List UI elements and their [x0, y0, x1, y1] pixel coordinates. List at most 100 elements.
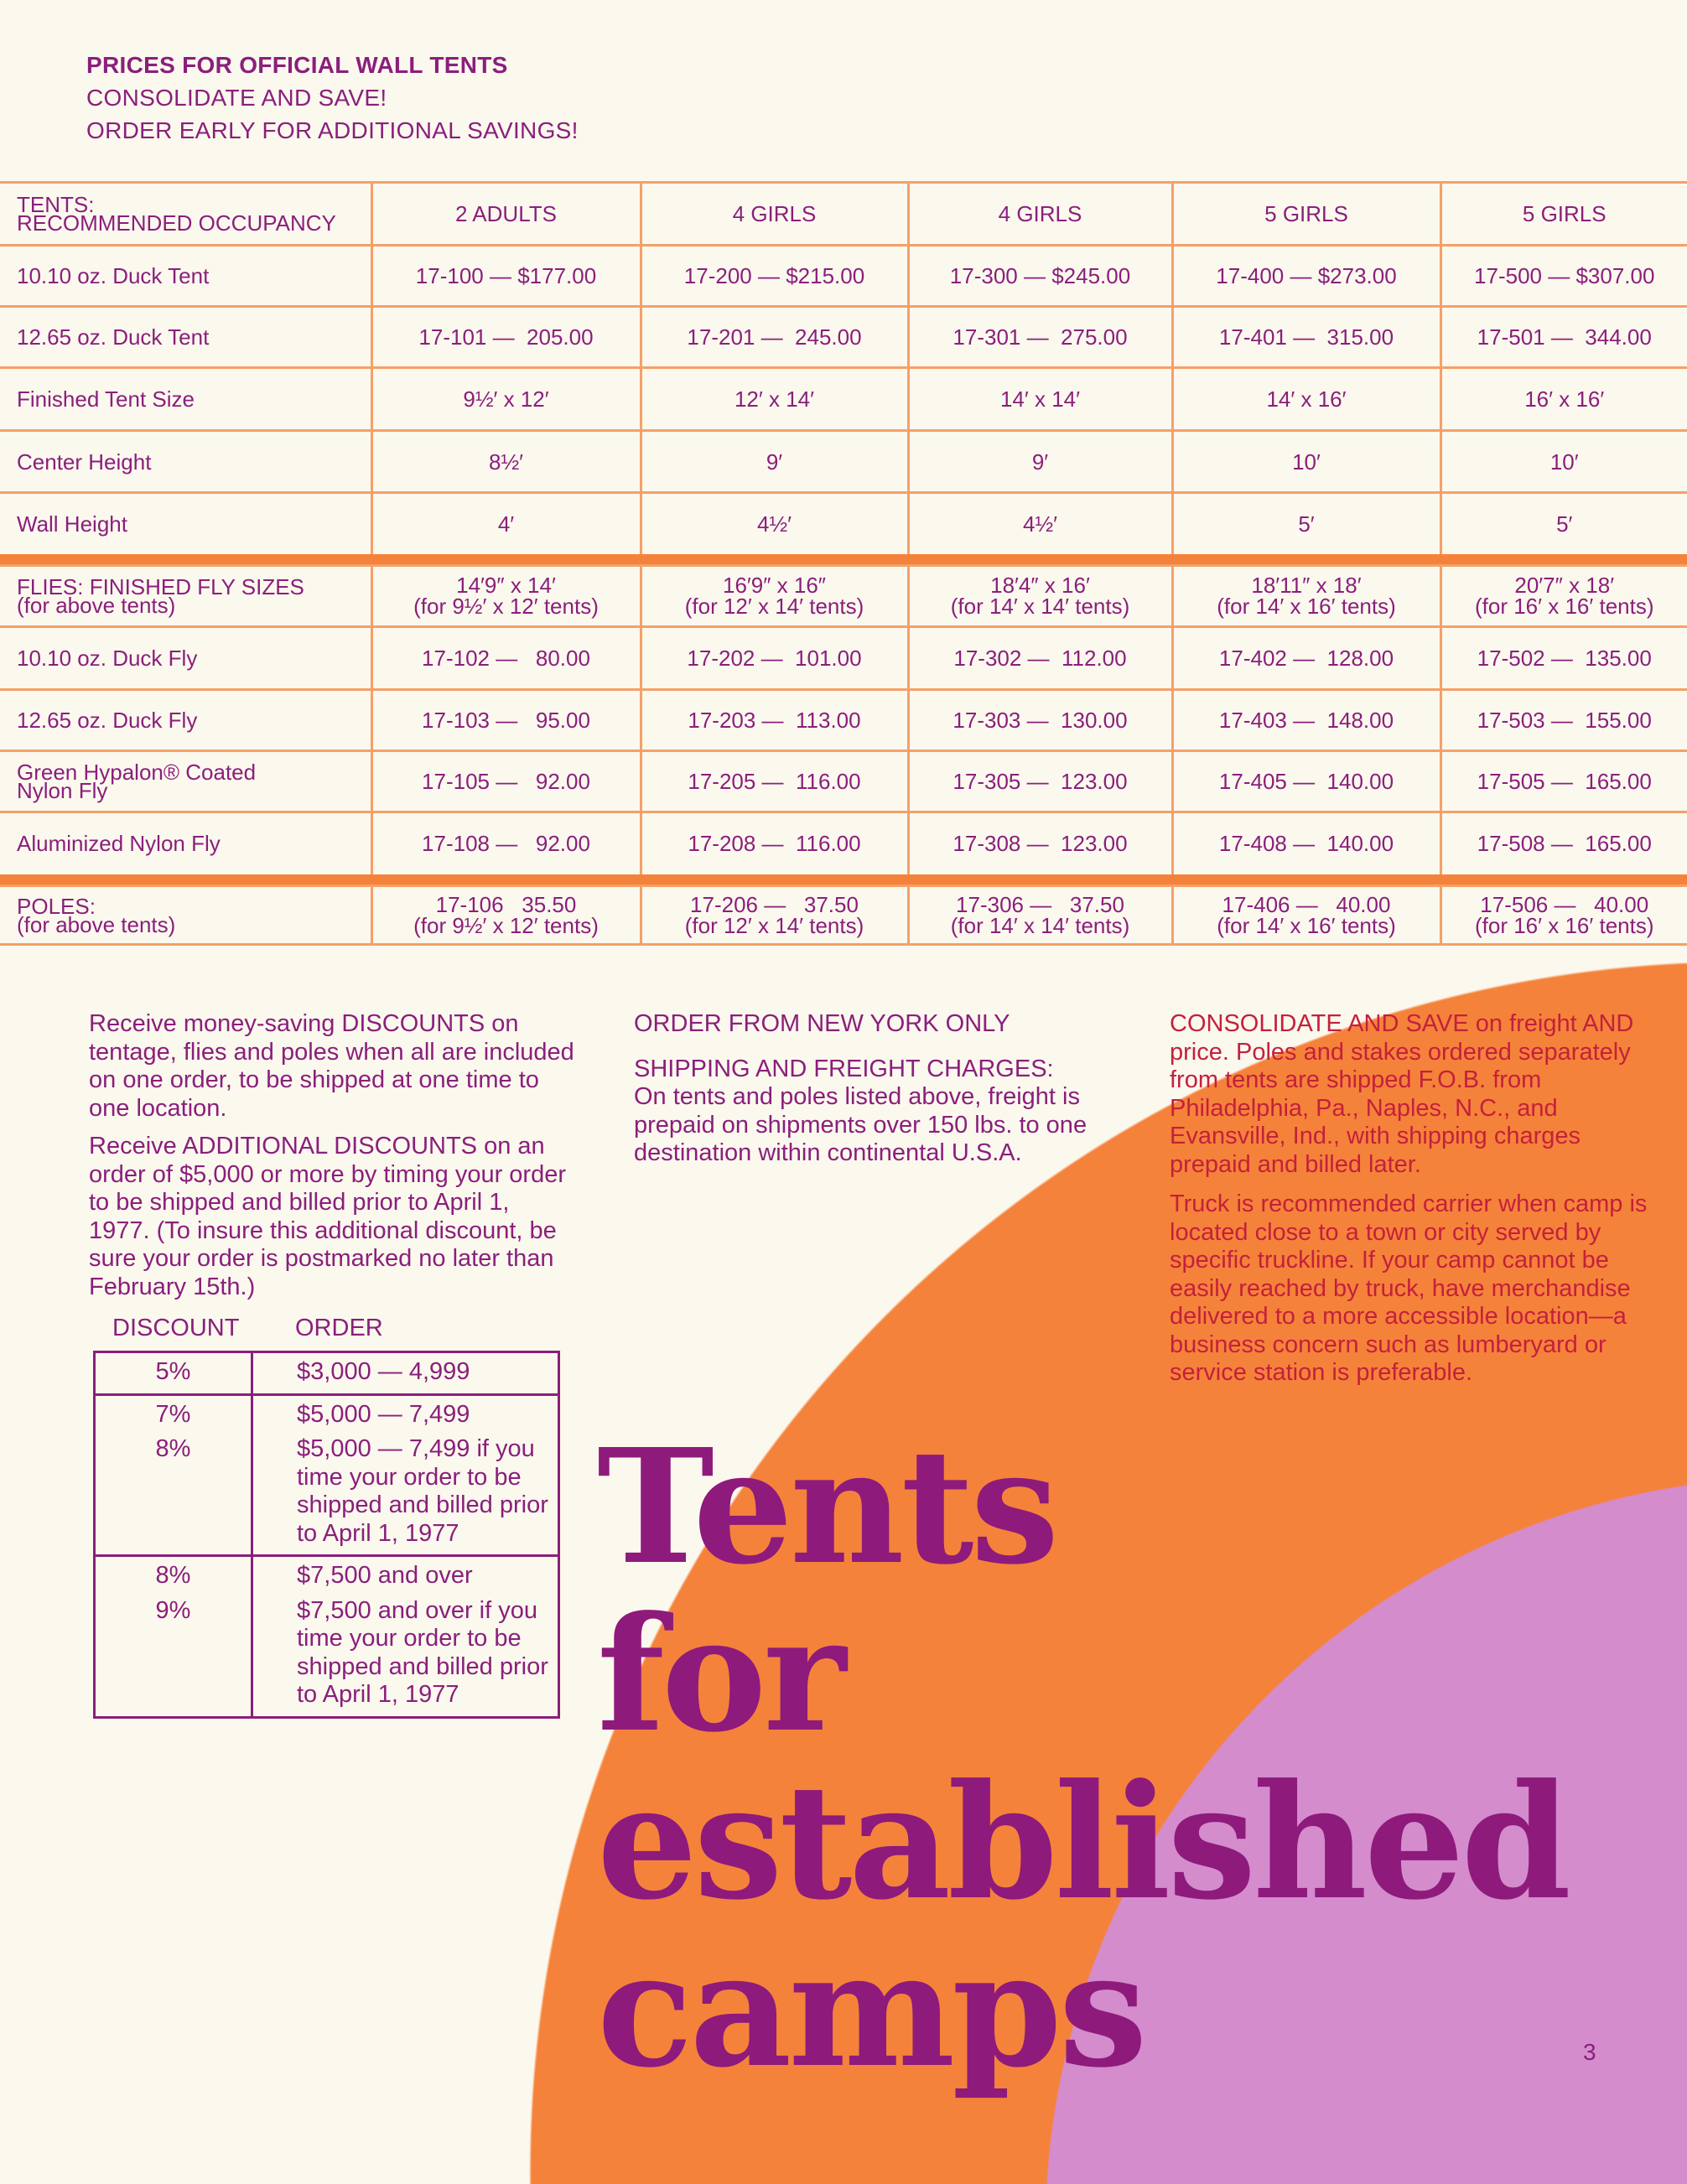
table-cell: 17-505 — 165.00 [1439, 749, 1687, 812]
cell-text: 17-305 — 123.00 [953, 768, 1128, 794]
table-row: Center Height 8½′ 9′ 9′ 10′ 10′ [0, 429, 1687, 493]
row-label: Center Height [0, 429, 371, 493]
cell-text: (for 12′ x 14′ tents) [684, 593, 864, 619]
order-from-ny: ORDER FROM NEW YORK ONLY [634, 1010, 1010, 1037]
price-table: TENTS: RECOMMENDED OCCUPANCY 2 ADULTS 4 GIR… [0, 181, 1687, 946]
cell-text: 17-205 — 116.00 [688, 768, 861, 794]
order-range: $3,000 — 4,999 [297, 1358, 470, 1385]
cell-text: POLES: [17, 893, 96, 919]
cell-text: 17-500 — $307.00 [1474, 263, 1655, 288]
row-label: Wall Height [0, 491, 371, 554]
cell-text: (for above tents) [17, 911, 176, 937]
cell-text: 10.10 oz. Duck Tent [17, 263, 210, 288]
cell-text: Wall Height [17, 511, 127, 537]
table-cell: 17-108 — 92.00 [370, 810, 641, 874]
row-label: 10.10 oz. Duck Fly [0, 625, 371, 689]
cell-text: 17-301 — 275.00 [953, 324, 1128, 350]
cell-text: 17-505 — 165.00 [1477, 768, 1652, 794]
headline-line-4: camps [597, 1917, 1148, 2103]
table-cell: 17-408 — 140.00 [1171, 810, 1440, 874]
cell-text: 17-303 — 130.00 [953, 707, 1128, 733]
cell-text: (for 14′ x 14′ tents) [950, 593, 1130, 619]
cell-text: 17-302 — 112.00 [953, 645, 1127, 671]
cell-text: 18′4″ x 16′ [990, 572, 1090, 598]
row-label: 10.10 oz. Duck Tent [0, 244, 371, 307]
shipping-paragraph: On tents and poles listed above, freight… [634, 1083, 1087, 1166]
cell-text: 2 ADULTS [455, 201, 557, 226]
page-number: 3 [1583, 2039, 1596, 2065]
cell-text: 17-402 — 128.00 [1218, 645, 1394, 671]
cell-text: (for 9½′ x 12′ tents) [413, 593, 599, 619]
table-cell: 17-300 — $245.00 [906, 244, 1172, 307]
table-cell: 17-102 — 80.00 [370, 625, 641, 689]
cell-text: 17-502 — 135.00 [1477, 645, 1652, 671]
cell-text: 17-400 — $273.00 [1216, 263, 1397, 288]
cell-text: 17-308 — 123.00 [953, 831, 1128, 857]
shipping-info: ORDER FROM NEW YORK ONLY SHIPPING AND FR… [634, 1010, 1120, 1178]
cell-text: 17-405 — 140.00 [1218, 768, 1394, 794]
table-cell: 4½′ [639, 491, 908, 554]
discount-info: Receive money-saving DISCOUNTS on tentag… [89, 1010, 575, 1311]
table-cell: 17-500 — $307.00 [1439, 244, 1687, 307]
table-cell: 17-205 — 116.00 [639, 749, 908, 812]
table-cell: 17-105 — 92.00 [370, 749, 641, 812]
table-cell: 17-303 — 130.00 [906, 687, 1172, 750]
table-cell: 17-503 — 155.00 [1439, 687, 1687, 750]
table-cell: 16′9″ x 16″ (for 12′ x 14′ tents) [639, 563, 908, 626]
table-row: 12.65 oz. Duck Tent 17-101 — 205.00 17-201… [0, 305, 1687, 368]
cell-text: 18′11″ x 18′ [1251, 572, 1362, 598]
table-cell: 17-402 — 128.00 [1171, 625, 1440, 689]
cell-text: 17-306 — 37.50 [956, 891, 1124, 917]
headline-line-2: for [597, 1582, 846, 1767]
table-cell: 17-308 — 123.00 [906, 810, 1172, 874]
discount-paragraph: Receive money-saving DISCOUNTS on tentag… [89, 1010, 574, 1122]
cell-text: (for 9½′ x 12′ tents) [413, 912, 599, 938]
table-cell: 17-405 — 140.00 [1171, 749, 1440, 812]
row-label: POLES: (for above tents) [0, 884, 371, 946]
table-cell: 17-501 — 344.00 [1439, 305, 1687, 368]
row-label: Aluminized Nylon Fly [0, 810, 371, 874]
table-cell: 4′ [370, 491, 641, 554]
section-divider [0, 874, 1687, 886]
table-row: Green Hypalon® Coated Nylon Fly 17-105 — 9… [0, 749, 1687, 812]
cell-text: TENTS: [17, 192, 95, 217]
cell-text: 17-202 — 101.00 [687, 645, 862, 671]
table-cell: 17-301 — 275.00 [906, 305, 1172, 368]
section-divider [0, 553, 1687, 565]
discount-row: 7% $5,000 — 7,499 [94, 1393, 559, 1435]
cell-text: 10′ [1292, 449, 1321, 475]
cell-text: RECOMMENDED OCCUPANCY [17, 210, 336, 236]
discount-header: DISCOUNT [112, 1315, 240, 1341]
table-cell: 14′ x 16′ [1171, 366, 1440, 431]
table-row: Finished Tent Size 9½′ x 12′ 12′ x 14′ 14′ … [0, 366, 1687, 431]
table-cell: 4 GIRLS [906, 181, 1172, 246]
cell-text: 17-401 — 315.00 [1218, 324, 1394, 350]
truck-paragraph: Truck is recommended carrier when camp i… [1170, 1191, 1648, 1386]
discount-percent: 9% [94, 1596, 253, 1717]
table-cell: 5′ [1439, 491, 1687, 554]
table-cell: 10′ [1171, 429, 1440, 493]
table-cell: 5 GIRLS [1171, 181, 1440, 246]
table-cell: 17-206 — 37.50 (for 12′ x 14′ tents) [639, 884, 908, 946]
discount-row: 5% $3,000 — 4,999 [94, 1351, 559, 1394]
table-cell: 17-202 — 101.00 [639, 625, 908, 689]
subtitle-consolidate: CONSOLIDATE AND SAVE! [86, 85, 387, 111]
table-cell: 17-106 35.50 (for 9½′ x 12′ tents) [370, 884, 641, 946]
cell-text: 4′ [497, 511, 515, 537]
cell-text: (for 16′ x 16′ tents) [1474, 912, 1654, 938]
row-label: FLIES: FINISHED FLY SIZES (for above tent… [0, 563, 371, 626]
table-cell: 4½′ [906, 491, 1172, 554]
cell-text: Finished Tent Size [17, 386, 195, 412]
page-title: PRICES FOR OFFICIAL WALL TENTS [86, 52, 508, 78]
table-cell: 17-101 — 205.00 [370, 305, 641, 368]
cell-text: 17-200 — $215.00 [683, 263, 865, 288]
row-label: 12.65 oz. Duck Fly [0, 687, 371, 750]
discount-percent: 8% [94, 1554, 253, 1597]
table-row: 10.10 oz. Duck Fly 17-102 — 80.00 17-202 —… [0, 625, 1687, 689]
table-cell: 18′11″ x 18′ (for 14′ x 16′ tents) [1171, 563, 1440, 626]
table-cell: 17-508 — 165.00 [1439, 810, 1687, 874]
order-range: $5,000 — 7,499 if you time your order to… [297, 1435, 548, 1547]
cell-text: 17-108 — 92.00 [422, 831, 590, 857]
cell-text: 9′ [766, 449, 783, 475]
cell-text: FLIES: FINISHED FLY SIZES [17, 573, 304, 599]
